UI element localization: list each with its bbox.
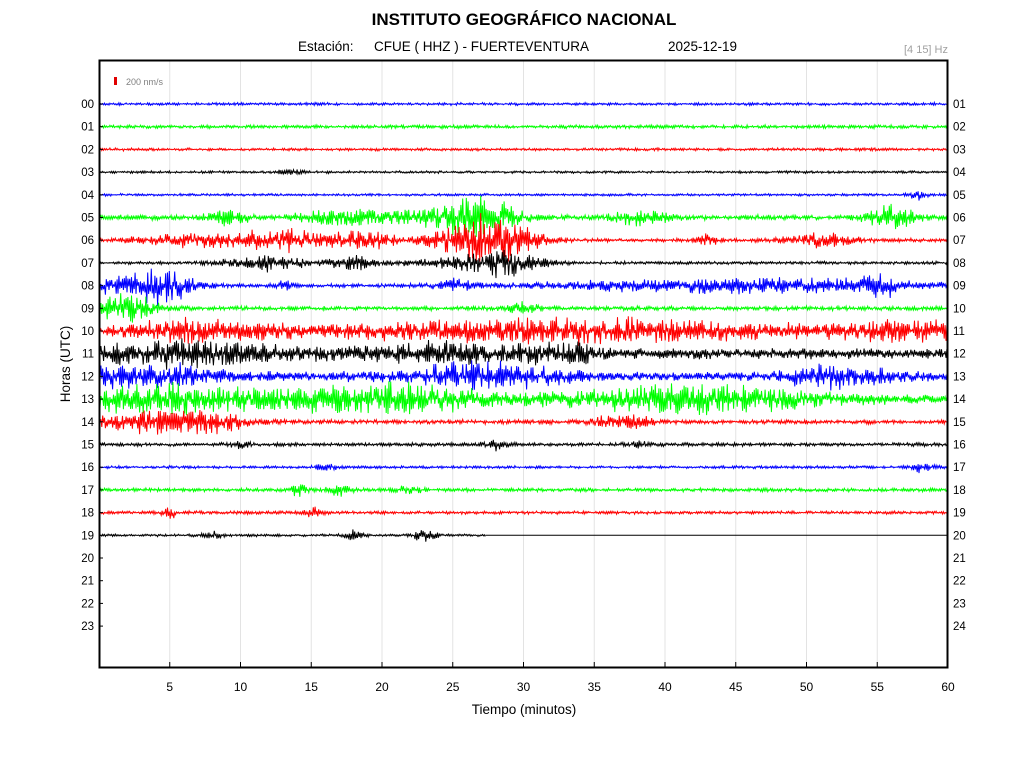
hour-label-right: 05	[953, 190, 966, 202]
trace-hour-10	[99, 316, 949, 346]
station-label: Estación:	[298, 39, 354, 54]
hour-label-left: 01	[81, 122, 94, 134]
hour-label-right: 21	[953, 553, 966, 565]
hour-label-left: 03	[81, 167, 94, 179]
trace-hour-09	[99, 293, 949, 323]
hour-label-right: 13	[953, 371, 966, 383]
y-axis-hours-left: 00 01 02 03 04 05 06 07 08 09 10 11 12 13 14 15 16 17 18 19…	[81, 99, 103, 633]
hour-label-right: 09	[953, 281, 966, 293]
hour-label-right: 14	[953, 394, 966, 406]
grid	[169, 60, 878, 668]
hour-label-left: 09	[81, 303, 94, 315]
x-tick-label: 45	[729, 680, 743, 694]
trace-hour-08	[99, 268, 949, 307]
hour-label-right: 07	[953, 235, 966, 247]
hour-label-left: 08	[81, 281, 94, 293]
hour-label-left: 17	[81, 485, 94, 497]
chart-date: 2025-12-19	[668, 39, 737, 54]
x-tick-label: 15	[305, 680, 319, 694]
x-tick-label: 60	[941, 680, 955, 694]
hour-label-right: 01	[953, 99, 966, 111]
x-tick-label: 50	[800, 680, 814, 694]
hour-label-left: 20	[81, 553, 94, 565]
y-axis-label: Horas (UTC)	[58, 326, 73, 403]
x-tick-label: 20	[375, 680, 389, 694]
hour-label-left: 14	[81, 417, 94, 429]
x-tick-label: 5	[166, 680, 173, 694]
hour-label-right: 02	[953, 122, 966, 134]
hour-label-right: 08	[953, 258, 966, 270]
x-tick-label: 25	[446, 680, 460, 694]
trace-hour-05	[99, 195, 949, 238]
trace-hour-17	[99, 484, 949, 497]
hour-label-right: 06	[953, 213, 966, 225]
filter-label: [4 15] Hz	[904, 44, 948, 56]
x-tick-label: 35	[588, 680, 602, 694]
hour-label-left: 04	[81, 190, 94, 202]
hour-label-left: 00	[81, 99, 94, 111]
hour-label-left: 05	[81, 213, 94, 225]
hour-label-right: 19	[953, 508, 966, 520]
hour-label-right: 03	[953, 144, 966, 156]
hour-label-right: 18	[953, 485, 966, 497]
hour-label-right: 04	[953, 167, 966, 179]
trace-hour-11	[99, 338, 949, 370]
trace-hour-07	[99, 249, 949, 279]
trace-hour-12	[99, 360, 949, 391]
trace-hour-19	[99, 529, 486, 542]
trace-hour-15	[99, 439, 949, 452]
hour-label-left: 10	[81, 326, 94, 338]
hour-label-left: 16	[81, 462, 94, 474]
chart-title: INSTITUTO GEOGRÁFICO NACIONAL	[372, 10, 677, 29]
hour-label-left: 11	[82, 349, 94, 361]
hour-label-right: 11	[953, 326, 965, 338]
trace-hour-06	[99, 212, 949, 264]
trace-hour-04	[99, 191, 949, 201]
hour-label-left: 13	[81, 394, 94, 406]
trace-hour-18	[99, 506, 949, 519]
trace-hour-01	[99, 123, 949, 131]
hour-label-right: 24	[953, 621, 966, 633]
hour-label-left: 21	[81, 576, 94, 588]
x-tick-label: 55	[871, 680, 885, 694]
trace-hour-03	[99, 167, 949, 176]
hour-label-left: 18	[81, 508, 94, 520]
x-tick-label: 40	[658, 680, 672, 694]
hour-label-left: 02	[81, 144, 94, 156]
x-axis-label: Tiempo (minutos)	[472, 702, 577, 717]
hour-label-left: 23	[81, 621, 94, 633]
trace-hour-16	[99, 463, 949, 474]
x-tick-label: 30	[517, 680, 531, 694]
hour-label-left: 15	[81, 440, 94, 452]
hour-label-left: 22	[81, 598, 94, 610]
trace-hour-00	[99, 100, 949, 107]
hour-label-left: 12	[81, 371, 94, 383]
station-name: CFUE ( HHZ ) - FUERTEVENTURA	[374, 39, 589, 54]
scale-bar	[114, 77, 117, 85]
hour-label-left: 06	[81, 235, 94, 247]
y-axis-hours-right: 01 02 03 04 05 06 07 08 09 10 11 12 13 14 15 16 17 18 19 20…	[953, 99, 966, 633]
hour-label-left: 07	[81, 258, 94, 270]
hour-label-left: 19	[81, 530, 94, 542]
hour-label-right: 22	[953, 576, 966, 588]
hour-label-right: 23	[953, 598, 966, 610]
hour-label-right: 16	[953, 440, 966, 452]
x-tick-label: 10	[234, 680, 248, 694]
x-axis-ticks: 5 10 15 20 25 30 35 40 45 50 55 60	[166, 662, 955, 694]
hour-label-right: 12	[953, 349, 966, 361]
hour-label-right: 10	[953, 303, 966, 315]
hour-label-right: 15	[953, 417, 966, 429]
traces	[99, 100, 949, 542]
trace-hour-13	[99, 381, 949, 416]
hour-label-right: 20	[953, 530, 966, 542]
trace-hour-14	[99, 409, 949, 435]
trace-hour-02	[99, 146, 949, 153]
hour-label-right: 17	[953, 462, 966, 474]
scale-label: 200 nm/s	[126, 77, 164, 87]
